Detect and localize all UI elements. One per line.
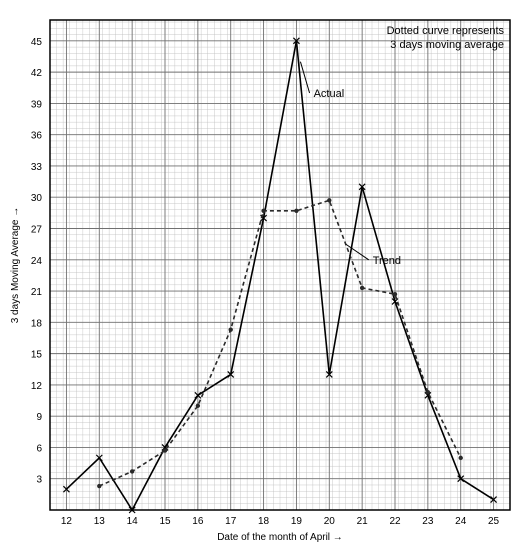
caption-line-1: Dotted curve represents	[387, 25, 505, 37]
x-tick-label: 13	[94, 516, 106, 527]
x-tick-label: 18	[258, 516, 270, 527]
y-tick-label: 30	[31, 193, 43, 204]
y-tick-label: 21	[31, 287, 43, 298]
y-tick-label: 45	[31, 37, 43, 48]
x-tick-label: 15	[159, 516, 171, 527]
marker-dot	[163, 448, 167, 452]
y-tick-label: 12	[31, 381, 43, 392]
marker-dot	[459, 456, 463, 460]
marker-dot	[261, 209, 265, 213]
y-tick-label: 3	[36, 475, 42, 486]
x-tick-label: 12	[61, 516, 73, 527]
y-tick-label: 27	[31, 225, 43, 236]
x-tick-label: 14	[127, 516, 139, 527]
y-tick-label: 18	[31, 318, 43, 329]
y-tick-label: 39	[31, 99, 43, 110]
marker-dot	[130, 469, 134, 473]
marker-dot	[426, 390, 430, 394]
marker-dot	[97, 484, 101, 488]
y-tick-label: 36	[31, 131, 43, 142]
y-tick-label: 9	[36, 412, 42, 423]
chart-svg: 1213141516171819202122232425369121518212…	[0, 0, 530, 550]
y-tick-label: 15	[31, 350, 43, 361]
x-tick-label: 20	[324, 516, 336, 527]
caption-line-2: 3 days moving average	[390, 39, 504, 51]
x-tick-label: 24	[455, 516, 467, 527]
chart-container: 1213141516171819202122232425369121518212…	[0, 0, 530, 550]
x-tick-label: 17	[225, 516, 237, 527]
marker-dot	[196, 404, 200, 408]
x-tick-label: 25	[488, 516, 500, 527]
y-tick-label: 24	[31, 256, 43, 267]
x-tick-label: 19	[291, 516, 303, 527]
marker-dot	[294, 209, 298, 213]
x-tick-label: 16	[192, 516, 204, 527]
series-label-trend: Trend	[373, 255, 401, 267]
marker-dot	[327, 198, 331, 202]
y-tick-label: 42	[31, 68, 43, 79]
x-tick-label: 21	[357, 516, 369, 527]
marker-dot	[229, 327, 233, 331]
y-tick-label: 33	[31, 162, 43, 173]
x-tick-label: 23	[422, 516, 434, 527]
y-tick-label: 6	[36, 443, 42, 454]
marker-dot	[360, 286, 364, 290]
x-axis-label: Date of the month of April →	[217, 532, 343, 543]
marker-dot	[393, 292, 397, 296]
series-label-actual: Actual	[314, 88, 345, 100]
y-axis-label: 3 days Moving Average →	[10, 207, 21, 324]
x-tick-label: 22	[389, 516, 401, 527]
